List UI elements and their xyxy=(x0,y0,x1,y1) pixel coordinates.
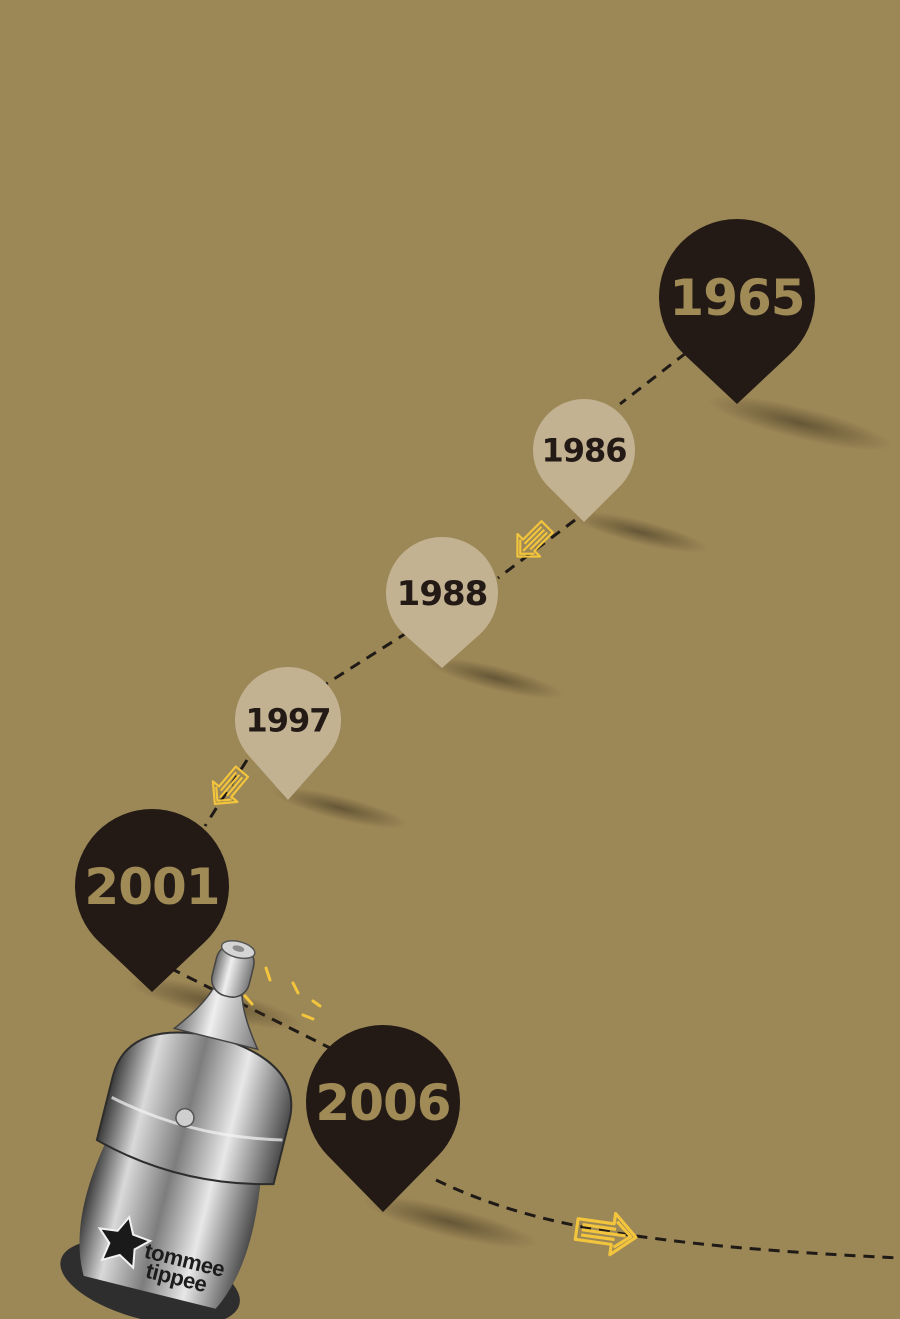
baby-bottle-icon xyxy=(60,940,293,1319)
timeline-pin-2001: 2001 xyxy=(75,809,229,992)
map-pin-icon xyxy=(533,399,636,522)
timeline-pin-1988: 1988 xyxy=(386,537,499,668)
timeline-pin-1986: 1986 xyxy=(533,399,636,522)
timeline-pin-1965: 1965 xyxy=(659,219,815,404)
timeline-pin-2006: 2006 xyxy=(306,1025,460,1212)
timeline-year-label: 1965 xyxy=(669,269,804,327)
map-pin-icon xyxy=(75,809,229,992)
yellow-arrow-icon xyxy=(573,1211,638,1257)
yellow-arrow-icon xyxy=(516,520,554,558)
timeline-year-label: 1997 xyxy=(245,702,330,740)
timeline-pins: 1965 1986 1988 1997 2001 2006 xyxy=(75,219,815,1212)
map-pin-icon xyxy=(235,667,342,800)
timeline-pin-1997: 1997 xyxy=(235,667,342,800)
timeline-year-label: 2001 xyxy=(84,858,219,916)
sparkle-icon xyxy=(243,966,322,1021)
map-pin-icon xyxy=(306,1025,460,1212)
yellow-arrow-icon xyxy=(211,765,250,805)
map-pin-icon xyxy=(659,219,815,404)
timeline-year-label: 1986 xyxy=(541,432,626,470)
timeline-year-label: 2006 xyxy=(315,1074,450,1132)
map-pin-icon xyxy=(386,537,499,668)
timeline-year-label: 1988 xyxy=(397,574,488,614)
